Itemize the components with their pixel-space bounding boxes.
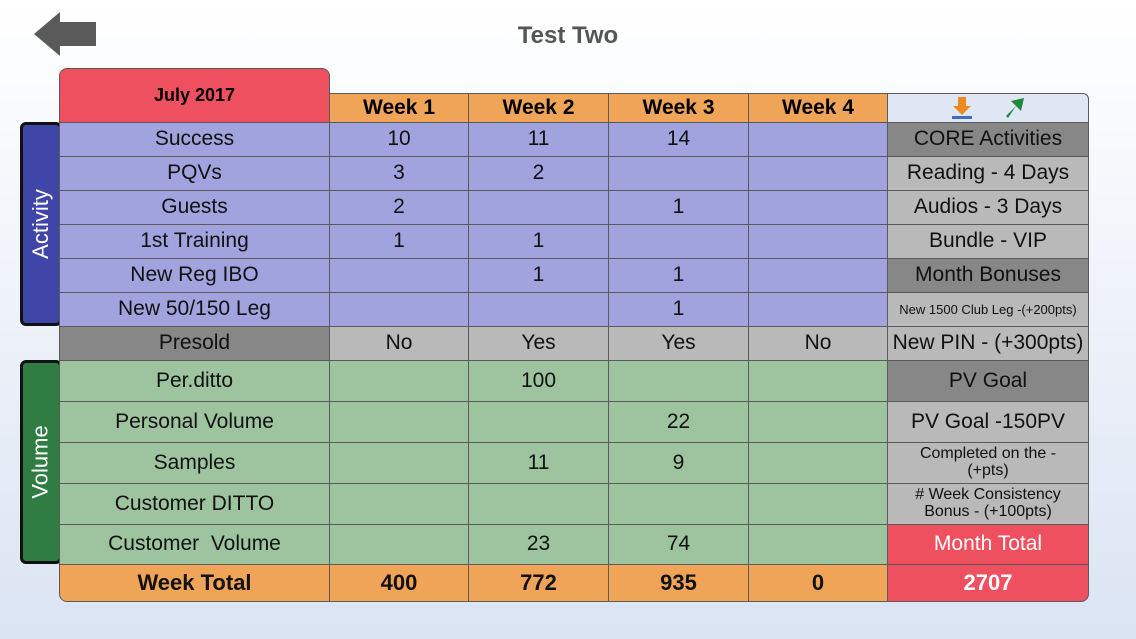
volume-cell[interactable]: 9 <box>608 442 749 484</box>
volume-cell[interactable] <box>748 360 888 402</box>
week-header-3: Week 3 <box>608 93 749 123</box>
volume-cell[interactable] <box>608 483 749 525</box>
activity-cell[interactable] <box>748 190 888 225</box>
side-panel-week-consistency[interactable]: # Week Consistency Bonus - (+100pts) <box>887 483 1089 525</box>
activity-cell[interactable]: 1 <box>329 224 469 259</box>
activity-cell[interactable]: 14 <box>608 122 749 157</box>
page-title: Test Two <box>517 22 619 49</box>
volume-row-label: Per.ditto <box>59 360 330 402</box>
volume-cell[interactable] <box>748 442 888 484</box>
activity-cell[interactable]: 11 <box>468 122 609 157</box>
volume-cell[interactable] <box>468 483 609 525</box>
volume-cell[interactable] <box>468 401 609 443</box>
week-header-1: Week 1 <box>329 93 469 123</box>
activity-cell[interactable]: 1 <box>468 258 609 293</box>
activity-row-label: Success <box>59 122 330 157</box>
presold-cell[interactable]: Yes <box>468 326 609 361</box>
month-total-value: 2707 <box>887 564 1089 602</box>
week-header-2: Week 2 <box>468 93 609 123</box>
activity-cell[interactable] <box>748 224 888 259</box>
volume-row-label: Samples <box>59 442 330 484</box>
activity-row-label: PQVs <box>59 156 330 191</box>
volume-section-label: Volume <box>28 425 54 499</box>
presold-row-label: Presold <box>59 326 330 361</box>
activity-section-tab: Activity <box>20 122 62 326</box>
volume-cell[interactable] <box>329 483 469 525</box>
volume-cell[interactable] <box>748 401 888 443</box>
week-total-value: 0 <box>748 564 888 602</box>
activity-cell[interactable]: 2 <box>468 156 609 191</box>
week-total-value: 935 <box>608 564 749 602</box>
side-panel-reading[interactable]: Reading - 4 Days <box>887 156 1089 191</box>
volume-cell[interactable]: 22 <box>608 401 749 443</box>
activity-cell[interactable] <box>468 292 609 327</box>
volume-cell[interactable] <box>748 524 888 565</box>
volume-row-label: Customer DITTO <box>59 483 330 525</box>
activity-cell[interactable] <box>608 224 749 259</box>
activity-cell[interactable]: 3 <box>329 156 469 191</box>
side-panel-new-pin[interactable]: New PIN - (+300pts) <box>887 326 1089 361</box>
volume-section-tab: Volume <box>20 360 62 564</box>
volume-cell[interactable] <box>608 360 749 402</box>
activity-cell[interactable] <box>748 292 888 327</box>
week-header-4: Week 4 <box>748 93 888 123</box>
volume-cell[interactable]: 100 <box>468 360 609 402</box>
toolbar-cell <box>887 93 1089 123</box>
volume-cell[interactable]: 74 <box>608 524 749 565</box>
side-panel-club-leg[interactable]: New 1500 Club Leg -(+200pts) <box>887 292 1089 327</box>
activity-cell[interactable]: 2 <box>329 190 469 225</box>
presold-cell[interactable]: Yes <box>608 326 749 361</box>
volume-cell[interactable] <box>748 483 888 525</box>
side-panel-audios[interactable]: Audios - 3 Days <box>887 190 1089 225</box>
activity-cell[interactable] <box>329 258 469 293</box>
activity-row-label: New 50/150 Leg <box>59 292 330 327</box>
activity-cell[interactable]: 1 <box>468 224 609 259</box>
volume-cell[interactable] <box>329 360 469 402</box>
month-label: July 2017 <box>153 85 236 106</box>
activity-section-label: Activity <box>28 189 53 259</box>
volume-row-label: Customer Volume <box>59 524 330 565</box>
activity-row-label: 1st Training <box>59 224 330 259</box>
export-arrow-icon[interactable] <box>1002 96 1026 120</box>
volume-cell[interactable] <box>329 524 469 565</box>
activity-cell[interactable] <box>748 122 888 157</box>
volume-cell[interactable]: 23 <box>468 524 609 565</box>
side-panel-pv-goal[interactable]: PV Goal -150PV <box>887 401 1089 443</box>
volume-row-label: Personal Volume <box>59 401 330 443</box>
side-panel-bundle[interactable]: Bundle - VIP <box>887 224 1089 259</box>
activity-cell[interactable] <box>748 156 888 191</box>
activity-cell[interactable] <box>468 190 609 225</box>
presold-cell[interactable]: No <box>748 326 888 361</box>
activity-cell[interactable]: 1 <box>608 190 749 225</box>
week-total-value: 400 <box>329 564 469 602</box>
side-panel-completed-on[interactable]: Completed on the - (+pts) <box>887 442 1089 484</box>
activity-cell[interactable] <box>748 258 888 293</box>
activity-row-label: Guests <box>59 190 330 225</box>
activity-cell[interactable]: 1 <box>608 258 749 293</box>
activity-cell[interactable]: 10 <box>329 122 469 157</box>
activity-cell[interactable] <box>329 292 469 327</box>
activity-cell[interactable]: 1 <box>608 292 749 327</box>
volume-cell[interactable] <box>329 401 469 443</box>
volume-cell[interactable] <box>329 442 469 484</box>
week-total-value: 772 <box>468 564 609 602</box>
back-button[interactable] <box>34 12 96 56</box>
activity-cell[interactable] <box>608 156 749 191</box>
presold-cell[interactable]: No <box>329 326 469 361</box>
side-panel-month-bonuses: Month Bonuses <box>887 258 1089 293</box>
download-icon[interactable] <box>950 96 974 120</box>
back-arrow-icon <box>34 12 96 56</box>
side-panel-core-activities: CORE Activities <box>887 122 1089 157</box>
month-header[interactable]: July 2017 <box>59 68 330 123</box>
side-panel-month-total-label: Month Total <box>887 524 1089 565</box>
side-panel-pv-goal-header: PV Goal <box>887 360 1089 402</box>
volume-cell[interactable]: 11 <box>468 442 609 484</box>
activity-row-label: New Reg IBO <box>59 258 330 293</box>
week-total-label: Week Total <box>59 564 330 602</box>
